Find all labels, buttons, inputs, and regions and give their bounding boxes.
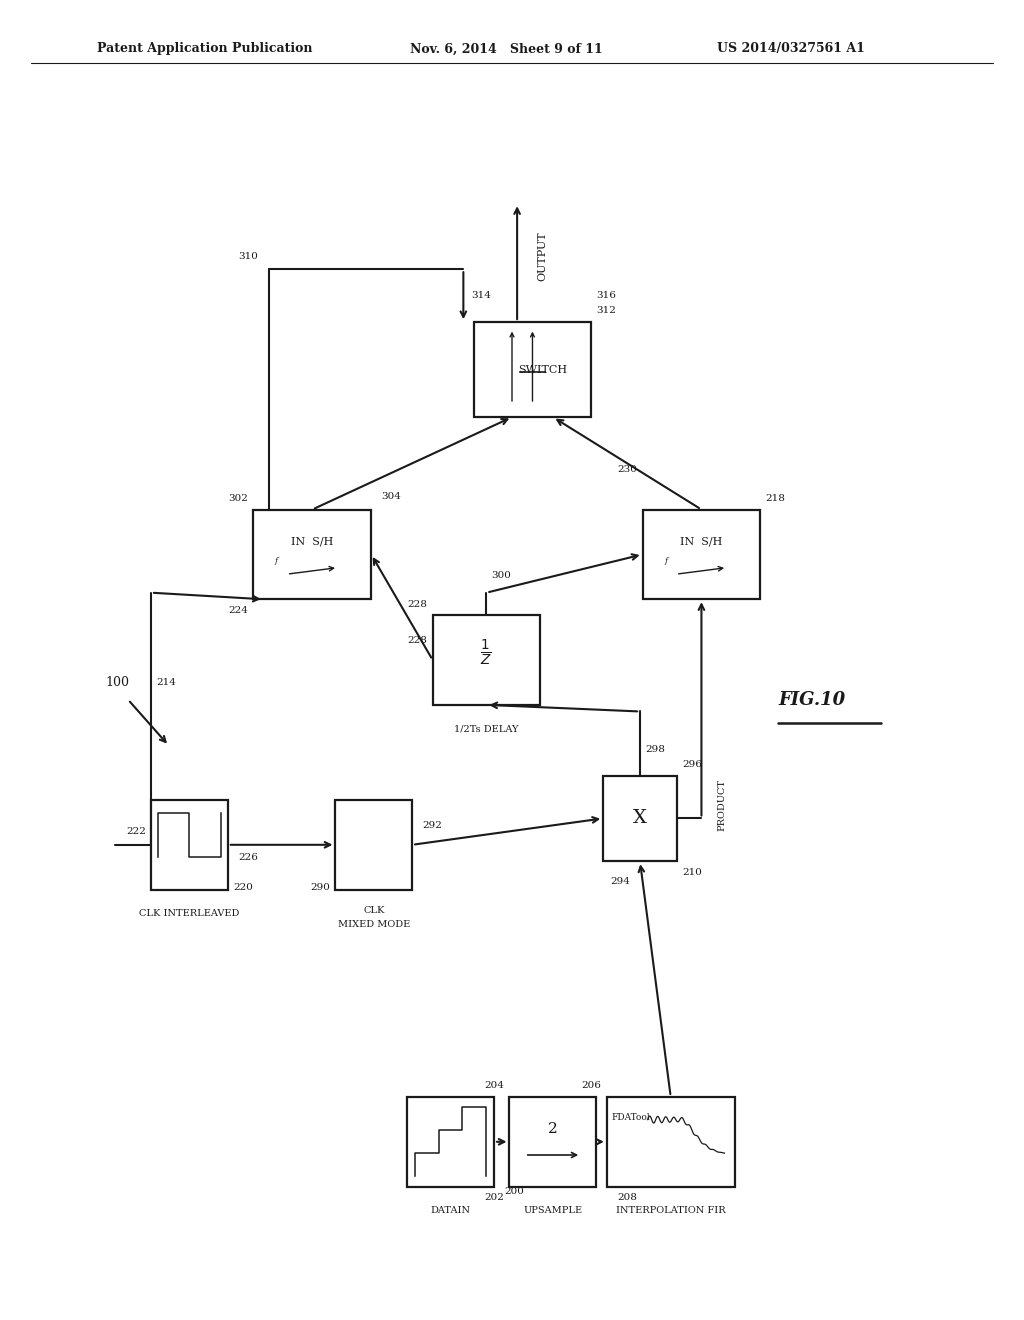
Text: 210: 210 [682, 869, 701, 876]
Text: 220: 220 [233, 883, 253, 892]
Text: 226: 226 [238, 854, 258, 862]
Text: 224: 224 [228, 606, 248, 615]
Text: f: f [664, 557, 668, 565]
Bar [432, 615, 541, 705]
Bar [603, 776, 677, 861]
Text: SWITCH: SWITCH [518, 364, 567, 375]
Bar [408, 1097, 495, 1187]
Text: OUTPUT: OUTPUT [538, 231, 548, 281]
Text: 222: 222 [126, 828, 145, 836]
Text: 312: 312 [596, 306, 616, 315]
Text: 310: 310 [239, 252, 258, 260]
Text: 218: 218 [766, 494, 785, 503]
Text: Patent Application Publication: Patent Application Publication [97, 42, 312, 55]
Text: 230: 230 [617, 466, 637, 474]
Text: 204: 204 [484, 1081, 505, 1090]
Text: 292: 292 [422, 821, 442, 829]
Text: $\frac{1}{Z}$: $\frac{1}{Z}$ [480, 639, 493, 668]
Text: FDATool: FDATool [612, 1113, 650, 1122]
Text: 314: 314 [472, 292, 492, 300]
Text: 300: 300 [492, 572, 511, 579]
Text: 208: 208 [616, 1193, 637, 1203]
Text: 228: 228 [408, 636, 428, 644]
Text: 298: 298 [645, 744, 665, 754]
Text: 228: 228 [408, 599, 428, 609]
Text: 2: 2 [548, 1122, 558, 1135]
Text: 202: 202 [484, 1193, 505, 1203]
Text: CLK INTERLEAVED: CLK INTERLEAVED [139, 909, 240, 919]
Text: CLK: CLK [364, 906, 384, 915]
Text: PRODUCT: PRODUCT [718, 779, 727, 832]
Bar [643, 510, 760, 599]
Text: f: f [274, 557, 279, 565]
Text: 290: 290 [310, 883, 330, 892]
Text: FIG.10: FIG.10 [778, 690, 846, 709]
Bar [473, 322, 592, 417]
Text: IN  S/H: IN S/H [291, 536, 334, 546]
Text: 304: 304 [381, 492, 401, 500]
Text: Nov. 6, 2014   Sheet 9 of 11: Nov. 6, 2014 Sheet 9 of 11 [410, 42, 602, 55]
Bar [606, 1097, 735, 1187]
Text: 296: 296 [682, 760, 701, 768]
Text: 1/2Ts DELAY: 1/2Ts DELAY [455, 725, 518, 734]
Text: MIXED MODE: MIXED MODE [338, 920, 410, 929]
Bar [510, 1097, 596, 1187]
Text: IN  S/H: IN S/H [680, 536, 723, 546]
Bar [336, 800, 412, 890]
Text: UPSAMPLE: UPSAMPLE [523, 1206, 583, 1216]
Text: X: X [633, 809, 647, 828]
Text: DATAIN: DATAIN [430, 1206, 471, 1216]
Text: 316: 316 [596, 292, 616, 300]
Bar [254, 510, 371, 599]
Text: 294: 294 [610, 876, 630, 886]
Text: INTERPOLATION FIR: INTERPOLATION FIR [615, 1206, 726, 1216]
Text: 214: 214 [156, 678, 176, 686]
Text: US 2014/0327561 A1: US 2014/0327561 A1 [717, 42, 864, 55]
Text: 206: 206 [582, 1081, 602, 1090]
Text: 100: 100 [105, 676, 130, 689]
Text: 200: 200 [504, 1187, 524, 1196]
Text: 302: 302 [228, 494, 248, 503]
Bar [152, 800, 227, 890]
